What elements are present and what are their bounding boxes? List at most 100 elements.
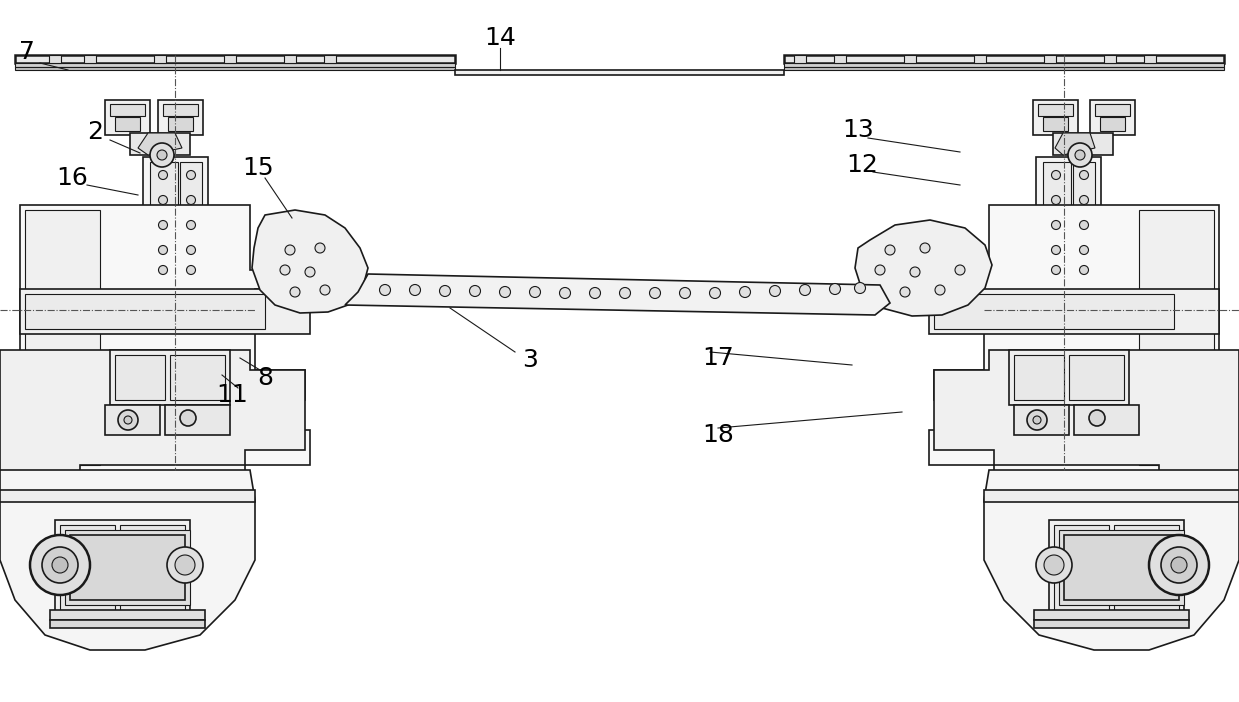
Circle shape xyxy=(935,285,945,295)
Circle shape xyxy=(909,267,921,277)
Circle shape xyxy=(799,284,810,296)
Bar xyxy=(1090,100,1135,135)
Circle shape xyxy=(529,286,540,298)
Circle shape xyxy=(620,288,631,298)
Circle shape xyxy=(180,410,196,426)
Bar xyxy=(20,289,310,334)
Polygon shape xyxy=(0,470,255,650)
Bar xyxy=(115,355,165,400)
Polygon shape xyxy=(252,210,368,313)
Bar xyxy=(284,55,296,63)
Bar xyxy=(0,490,255,502)
Bar xyxy=(15,55,455,63)
Bar xyxy=(120,525,185,610)
Circle shape xyxy=(560,288,570,298)
Circle shape xyxy=(150,143,173,167)
Polygon shape xyxy=(1054,133,1095,155)
Text: 16: 16 xyxy=(56,166,88,190)
Circle shape xyxy=(1052,265,1061,274)
Circle shape xyxy=(42,547,78,583)
Text: 18: 18 xyxy=(703,423,733,447)
Bar xyxy=(25,294,265,329)
Bar xyxy=(15,63,455,67)
Circle shape xyxy=(1079,195,1089,204)
Bar xyxy=(1100,117,1125,131)
Circle shape xyxy=(679,288,690,298)
Bar xyxy=(325,55,336,63)
Bar xyxy=(1038,104,1073,116)
Circle shape xyxy=(379,284,390,296)
Circle shape xyxy=(285,245,295,255)
Bar xyxy=(170,355,225,400)
Circle shape xyxy=(1044,555,1064,575)
Bar xyxy=(1043,162,1070,282)
Bar xyxy=(1069,355,1124,400)
Text: 2: 2 xyxy=(87,120,103,144)
Circle shape xyxy=(470,286,481,296)
Circle shape xyxy=(710,288,721,298)
Circle shape xyxy=(280,265,290,275)
Circle shape xyxy=(290,287,300,297)
Circle shape xyxy=(175,555,195,575)
Circle shape xyxy=(1161,547,1197,583)
Circle shape xyxy=(1079,171,1089,180)
Bar xyxy=(1035,620,1189,628)
Circle shape xyxy=(1149,535,1209,595)
Bar xyxy=(1043,117,1068,131)
Bar xyxy=(904,55,916,63)
Bar xyxy=(1095,104,1130,116)
Circle shape xyxy=(320,285,330,295)
Circle shape xyxy=(1068,143,1092,167)
Circle shape xyxy=(900,287,909,297)
Polygon shape xyxy=(929,205,1219,475)
Bar xyxy=(1035,610,1189,620)
Circle shape xyxy=(740,286,751,298)
Bar xyxy=(115,117,140,131)
Circle shape xyxy=(440,286,451,296)
Bar xyxy=(834,55,846,63)
Circle shape xyxy=(1052,246,1061,255)
Bar xyxy=(1014,355,1064,400)
Circle shape xyxy=(649,288,660,298)
Circle shape xyxy=(590,288,601,298)
Circle shape xyxy=(1089,410,1105,426)
Bar xyxy=(130,133,190,155)
Bar xyxy=(1009,350,1129,405)
Text: 17: 17 xyxy=(703,346,733,370)
Circle shape xyxy=(52,557,68,573)
Bar xyxy=(1074,405,1139,435)
Bar xyxy=(59,525,115,610)
Circle shape xyxy=(167,547,203,583)
Circle shape xyxy=(315,243,325,253)
Bar xyxy=(1033,100,1078,135)
Circle shape xyxy=(187,265,196,274)
Bar xyxy=(794,55,807,63)
Bar xyxy=(165,405,230,435)
Circle shape xyxy=(1079,246,1089,255)
Text: 15: 15 xyxy=(242,156,274,180)
Circle shape xyxy=(187,246,196,255)
Bar xyxy=(25,370,100,460)
Bar xyxy=(1044,55,1056,63)
Circle shape xyxy=(118,410,138,430)
Bar xyxy=(105,405,160,435)
Bar xyxy=(1036,157,1101,287)
Text: 7: 7 xyxy=(19,40,35,64)
Text: 11: 11 xyxy=(216,383,248,407)
Bar xyxy=(784,63,1224,67)
Bar xyxy=(455,70,784,75)
Bar xyxy=(159,100,203,135)
Circle shape xyxy=(1036,547,1072,583)
Bar xyxy=(15,67,455,70)
Bar xyxy=(1139,210,1214,465)
Polygon shape xyxy=(0,350,305,475)
Bar xyxy=(50,55,61,63)
Circle shape xyxy=(1027,410,1047,430)
Polygon shape xyxy=(984,470,1239,650)
Polygon shape xyxy=(855,220,992,316)
Polygon shape xyxy=(20,205,310,475)
Circle shape xyxy=(124,416,133,424)
Text: 12: 12 xyxy=(846,153,878,177)
Text: 13: 13 xyxy=(843,118,873,142)
Bar xyxy=(50,610,204,620)
